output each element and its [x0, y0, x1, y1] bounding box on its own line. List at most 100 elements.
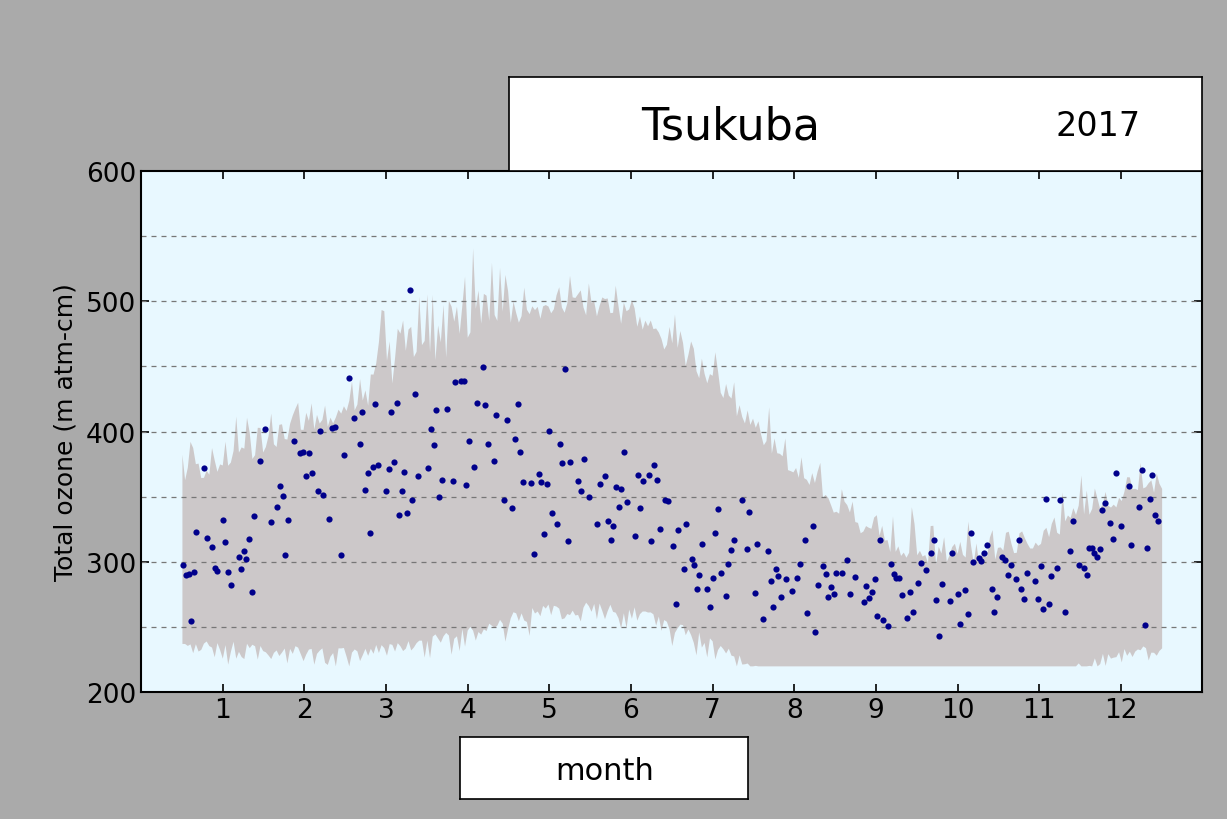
Point: [319, 513, 339, 526]
Point: [547, 518, 567, 531]
Point: [655, 494, 675, 507]
Point: [1039, 598, 1059, 611]
Point: [865, 572, 885, 586]
Point: [363, 461, 383, 474]
Point: [368, 459, 388, 472]
Point: [395, 465, 415, 478]
Point: [1028, 592, 1048, 605]
Point: [391, 485, 411, 498]
Point: [947, 587, 967, 600]
Point: [809, 579, 828, 592]
Point: [334, 449, 353, 462]
Point: [459, 435, 479, 448]
Point: [1017, 567, 1037, 580]
Point: [1042, 570, 1061, 583]
Point: [239, 532, 259, 545]
Point: [540, 425, 560, 438]
Point: [961, 527, 980, 541]
Point: [402, 494, 422, 507]
Point: [838, 554, 858, 567]
Point: [270, 479, 290, 492]
Point: [1033, 603, 1053, 616]
Point: [255, 423, 275, 437]
Point: [358, 468, 378, 481]
Point: [537, 477, 557, 491]
Point: [340, 373, 360, 386]
Point: [503, 501, 523, 514]
Point: [609, 500, 628, 514]
Point: [998, 568, 1017, 581]
Point: [1145, 509, 1164, 522]
Point: [552, 457, 572, 470]
Point: [299, 447, 319, 460]
Point: [969, 552, 989, 565]
Point: [285, 435, 304, 448]
Point: [588, 518, 607, 532]
Point: [615, 446, 634, 459]
Point: [795, 534, 815, 547]
Point: [429, 491, 449, 504]
Point: [216, 536, 236, 549]
Point: [234, 545, 254, 559]
Point: [213, 514, 233, 527]
Point: [479, 438, 498, 451]
Point: [232, 563, 252, 576]
Point: [1026, 575, 1045, 588]
Point: [521, 477, 541, 491]
Point: [494, 494, 514, 507]
Point: [650, 523, 670, 536]
Point: [724, 534, 744, 547]
Point: [856, 580, 876, 593]
Point: [427, 404, 447, 417]
Point: [366, 398, 385, 411]
Point: [267, 501, 287, 514]
Point: [687, 582, 707, 595]
Point: [633, 475, 653, 488]
Point: [644, 459, 664, 472]
Point: [924, 534, 944, 547]
Point: [202, 541, 222, 554]
Point: [658, 495, 677, 509]
Point: [710, 567, 730, 580]
Point: [198, 532, 217, 545]
Point: [881, 558, 901, 571]
Point: [908, 577, 928, 590]
Point: [1133, 464, 1152, 477]
Point: [377, 485, 396, 498]
Point: [350, 438, 369, 451]
Point: [1135, 618, 1155, 631]
Point: [407, 469, 427, 482]
Point: [276, 549, 296, 562]
Point: [886, 572, 906, 585]
Point: [879, 619, 898, 632]
Point: [626, 530, 645, 543]
Point: [508, 398, 528, 411]
Point: [984, 605, 1004, 618]
Point: [531, 476, 551, 489]
Point: [242, 586, 261, 600]
Point: [1001, 559, 1021, 572]
Point: [601, 534, 621, 547]
Point: [574, 453, 594, 466]
Point: [854, 596, 874, 609]
Point: [296, 469, 315, 482]
Point: [958, 607, 978, 620]
Point: [1031, 559, 1050, 572]
Point: [988, 590, 1007, 604]
Point: [606, 481, 626, 494]
Point: [1015, 593, 1034, 606]
Point: [805, 626, 825, 639]
Point: [568, 474, 588, 487]
Point: [279, 514, 298, 527]
Point: [314, 489, 334, 502]
Point: [195, 462, 215, 475]
Point: [892, 588, 912, 601]
Point: [1087, 550, 1107, 563]
Point: [604, 520, 623, 533]
Point: [816, 568, 836, 581]
Point: [182, 614, 201, 627]
Point: [827, 567, 847, 580]
Point: [940, 595, 960, 608]
Point: [1119, 480, 1139, 493]
Point: [352, 406, 372, 419]
